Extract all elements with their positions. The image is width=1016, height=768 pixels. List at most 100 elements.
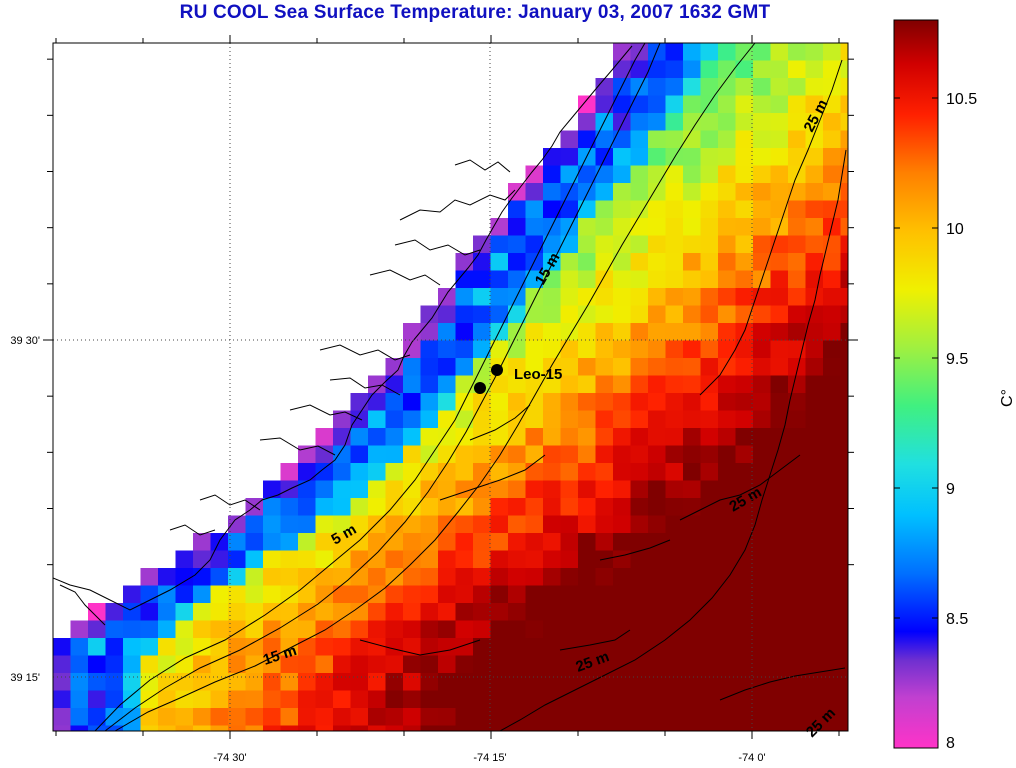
sst-cell bbox=[525, 463, 544, 482]
sst-cell bbox=[508, 585, 527, 604]
sst-cell bbox=[508, 288, 527, 307]
sst-cell bbox=[648, 113, 667, 132]
sst-cell bbox=[630, 638, 649, 657]
sst-cell bbox=[403, 515, 422, 534]
sst-cell bbox=[718, 673, 737, 692]
sst-cell bbox=[543, 235, 562, 254]
sst-cell bbox=[648, 60, 667, 79]
sst-cell bbox=[298, 690, 317, 709]
sst-cell bbox=[385, 428, 404, 447]
sst-cell bbox=[438, 603, 457, 622]
sst-cell bbox=[385, 603, 404, 622]
sst-cell bbox=[298, 655, 317, 674]
sst-cell bbox=[665, 445, 684, 464]
sst-cell bbox=[718, 655, 737, 674]
sst-cell bbox=[718, 498, 737, 517]
sst-cell bbox=[788, 113, 807, 132]
sst-cell bbox=[595, 78, 614, 97]
sst-cell bbox=[455, 533, 474, 552]
sst-cell bbox=[508, 673, 527, 692]
sst-cell bbox=[455, 393, 474, 412]
sst-cell bbox=[753, 200, 772, 219]
sst-cell bbox=[823, 200, 842, 219]
sst-cell bbox=[245, 620, 264, 639]
sst-cell bbox=[753, 113, 772, 132]
sst-cell bbox=[788, 445, 807, 464]
sst-cell bbox=[228, 550, 247, 569]
sst-cell bbox=[333, 655, 352, 674]
sst-cell bbox=[560, 218, 579, 237]
sst-cell bbox=[368, 725, 387, 731]
sst-cell bbox=[840, 708, 848, 727]
sst-cell bbox=[455, 253, 474, 272]
sst-cell bbox=[543, 148, 562, 167]
sst-cell bbox=[595, 148, 614, 167]
sst-cell bbox=[770, 445, 789, 464]
sst-cell bbox=[718, 288, 737, 307]
sst-cell bbox=[735, 445, 754, 464]
sst-cell bbox=[263, 480, 282, 499]
sst-cell bbox=[788, 690, 807, 709]
sst-cell bbox=[228, 533, 247, 552]
sst-cell bbox=[805, 393, 824, 412]
sst-cell bbox=[823, 235, 842, 254]
sst-cell bbox=[840, 235, 848, 254]
coastline bbox=[53, 45, 633, 626]
sst-cell bbox=[560, 655, 579, 674]
sst-cell bbox=[840, 585, 848, 604]
sst-cell bbox=[263, 620, 282, 639]
sst-cell bbox=[315, 515, 334, 534]
sst-cell bbox=[718, 60, 737, 79]
sst-cell bbox=[525, 393, 544, 412]
sst-cell bbox=[595, 183, 614, 202]
sst-cell bbox=[753, 340, 772, 359]
sst-cell bbox=[490, 463, 509, 482]
sst-cell bbox=[420, 323, 439, 342]
sst-cell bbox=[508, 235, 527, 254]
sst-cell bbox=[718, 113, 737, 132]
sst-cell bbox=[473, 410, 492, 429]
sst-cell bbox=[350, 638, 369, 657]
sst-cell bbox=[53, 725, 72, 731]
sst-cell bbox=[735, 200, 754, 219]
sst-cell bbox=[788, 515, 807, 534]
sst-cell bbox=[228, 673, 247, 692]
sst-cell bbox=[473, 620, 492, 639]
sst-cell bbox=[560, 428, 579, 447]
sst-cell bbox=[823, 638, 842, 657]
colorbar-tick-label: 8.5 bbox=[946, 611, 968, 628]
sst-cell bbox=[420, 568, 439, 587]
sst-cell bbox=[735, 393, 754, 412]
sst-cell bbox=[648, 428, 667, 447]
sst-cell bbox=[753, 725, 772, 731]
sst-cell bbox=[823, 130, 842, 149]
sst-cell bbox=[630, 113, 649, 132]
sst-cell bbox=[788, 148, 807, 167]
sst-cell bbox=[385, 708, 404, 727]
sst-cell bbox=[245, 690, 264, 709]
sst-cell bbox=[158, 620, 177, 639]
sst-cell bbox=[368, 568, 387, 587]
sst-cell bbox=[770, 638, 789, 657]
sst-cell bbox=[403, 620, 422, 639]
sst-cell bbox=[753, 43, 772, 62]
sst-cell bbox=[578, 148, 597, 167]
sst-cell bbox=[718, 393, 737, 412]
sst-cell bbox=[700, 78, 719, 97]
sst-cell bbox=[665, 655, 684, 674]
sst-cell bbox=[700, 515, 719, 534]
sst-cell bbox=[525, 515, 544, 534]
sst-cell bbox=[718, 515, 737, 534]
sst-cell bbox=[245, 725, 264, 731]
sst-cell bbox=[228, 620, 247, 639]
sst-cell bbox=[770, 95, 789, 114]
sst-cell bbox=[753, 585, 772, 604]
sst-cell bbox=[753, 148, 772, 167]
sst-cell bbox=[228, 655, 247, 674]
sst-cell bbox=[385, 673, 404, 692]
sst-cell bbox=[770, 183, 789, 202]
sst-cell bbox=[840, 690, 848, 709]
sst-cell bbox=[490, 515, 509, 534]
sst-cell bbox=[193, 533, 212, 552]
sst-cell bbox=[788, 550, 807, 569]
